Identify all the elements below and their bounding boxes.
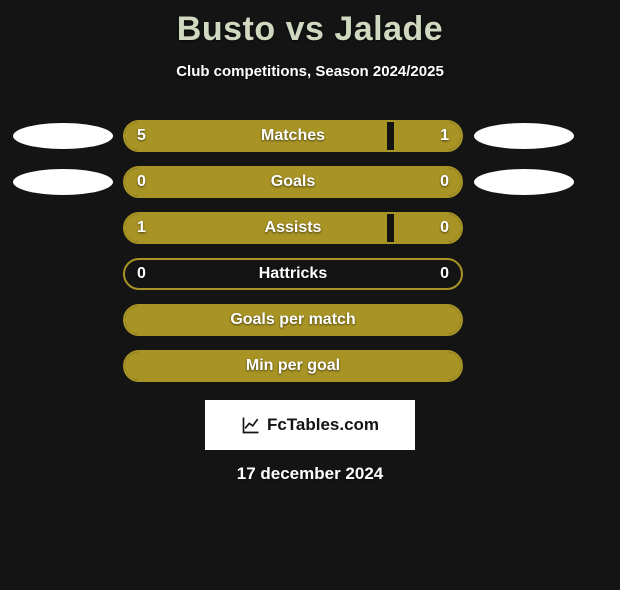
stat-row: 51Matches xyxy=(10,120,610,152)
left-ellipse xyxy=(13,169,113,195)
logo-box: FcTables.com xyxy=(205,400,415,450)
right-ellipse xyxy=(474,123,574,149)
stat-row: Goals per match xyxy=(10,304,610,336)
stats-rows: 51Matches 00Goals 10Assists 00Hattricks Goal… xyxy=(0,120,620,382)
chart-icon xyxy=(241,415,261,435)
stat-label: Hattricks xyxy=(125,265,461,283)
left-pod xyxy=(10,305,115,335)
stat-bar: 00Hattricks xyxy=(123,258,463,290)
stat-row: 00Goals xyxy=(10,166,610,198)
stat-bar: 10Assists xyxy=(123,212,463,244)
left-pod xyxy=(10,167,115,197)
stat-label: Goals xyxy=(125,173,461,191)
right-ellipse xyxy=(474,169,574,195)
stat-row: 00Hattricks xyxy=(10,258,610,290)
page-title: Busto vs Jalade xyxy=(0,10,620,49)
right-pod xyxy=(471,305,576,335)
stat-label: Assists xyxy=(125,219,461,237)
stat-label: Matches xyxy=(125,127,461,145)
stat-row: 10Assists xyxy=(10,212,610,244)
stat-bar: 00Goals xyxy=(123,166,463,198)
stat-bar: Goals per match xyxy=(123,304,463,336)
subtitle: Club competitions, Season 2024/2025 xyxy=(0,63,620,80)
stat-bar: Min per goal xyxy=(123,350,463,382)
logo-text: FcTables.com xyxy=(267,415,379,435)
left-pod xyxy=(10,121,115,151)
left-pod xyxy=(10,259,115,289)
right-pod xyxy=(471,351,576,381)
left-pod xyxy=(10,351,115,381)
left-ellipse xyxy=(13,123,113,149)
right-pod xyxy=(471,259,576,289)
right-pod xyxy=(471,167,576,197)
date-text: 17 december 2024 xyxy=(0,464,620,484)
stat-label: Min per goal xyxy=(125,357,461,375)
right-pod xyxy=(471,121,576,151)
stat-bar: 51Matches xyxy=(123,120,463,152)
right-pod xyxy=(471,213,576,243)
stat-label: Goals per match xyxy=(125,311,461,329)
left-pod xyxy=(10,213,115,243)
stat-row: Min per goal xyxy=(10,350,610,382)
